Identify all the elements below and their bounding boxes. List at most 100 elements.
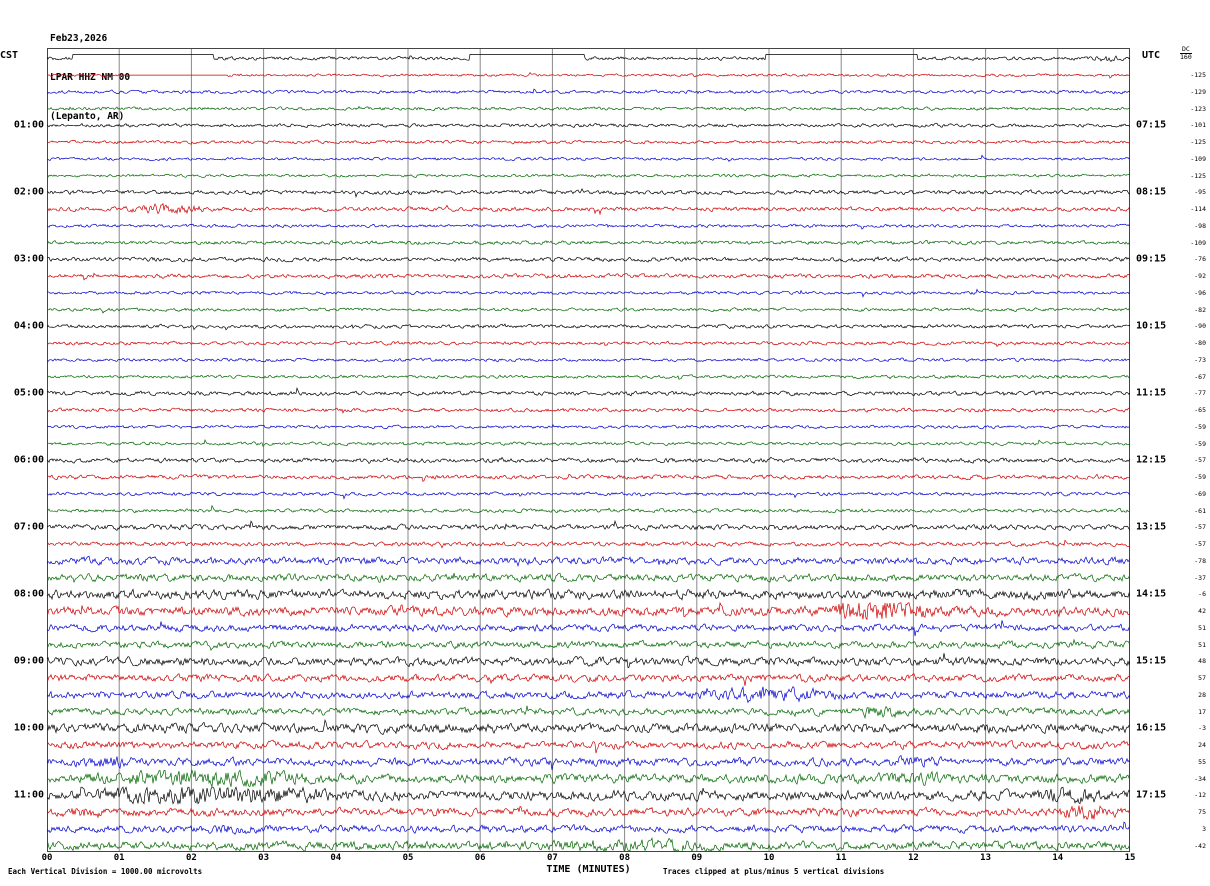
- dc-offset-value: -92: [1194, 272, 1206, 281]
- dc-offset-value: -34: [1194, 774, 1206, 783]
- dc-offset-value: -109: [1190, 238, 1206, 247]
- dc-column-header-line2: 160: [1180, 53, 1192, 61]
- dc-offset-value: -59: [1194, 439, 1206, 448]
- location-label: (Lepanto, AR): [50, 111, 125, 122]
- dc-offset-value: -95: [1194, 188, 1206, 197]
- utc-time-label: 12:15: [1136, 454, 1167, 466]
- seismic-trace-0330: [47, 288, 1130, 298]
- seismic-trace-0845: [47, 638, 1130, 652]
- seismic-trace-0630: [47, 491, 1130, 500]
- dc-offset-value: 3: [1202, 824, 1206, 833]
- seismic-trace-0645: [47, 504, 1130, 514]
- seismic-trace-0145: [47, 173, 1130, 178]
- dc-column-header: DC 160: [1180, 46, 1192, 61]
- dc-column-header-line1: DC: [1180, 45, 1192, 54]
- dc-offset-value: -42: [1194, 841, 1206, 850]
- cst-time-label: 06:00: [13, 454, 44, 466]
- dc-offset-value: 24: [1198, 741, 1206, 750]
- seismic-trace-0730: [47, 555, 1130, 568]
- x-axis-tick: 10: [763, 853, 775, 863]
- dc-offset-value: -125: [1190, 71, 1206, 80]
- x-axis-tick: 14: [1052, 853, 1064, 863]
- dc-offset-value: 75: [1198, 808, 1206, 817]
- utc-time-label: 11:15: [1136, 387, 1167, 399]
- seismic-trace-0800: [47, 588, 1130, 601]
- dc-offset-value: -77: [1194, 389, 1206, 398]
- dc-offset-value: 57: [1198, 674, 1206, 683]
- seismic-trace-0000: [47, 54, 1130, 63]
- dc-offset-value: -82: [1194, 305, 1206, 314]
- seismic-trace-0830: [47, 620, 1130, 637]
- dc-offset-value: -101: [1190, 121, 1206, 130]
- seismic-trace-0945: [47, 705, 1130, 720]
- x-axis-tick: 08: [619, 853, 631, 863]
- seismic-trace-0230: [47, 223, 1130, 230]
- seismic-trace-0615: [47, 473, 1130, 483]
- x-axis-tick: 01: [113, 853, 125, 863]
- dc-offset-value: -125: [1190, 171, 1206, 180]
- seismic-trace-0700: [47, 519, 1130, 531]
- x-axis-tick: 12: [907, 853, 919, 863]
- cst-time-label: 03:00: [13, 253, 44, 265]
- x-axis-tick: 03: [258, 853, 270, 863]
- seismic-trace-1030: [47, 755, 1130, 771]
- seismic-trace-0815: [47, 601, 1130, 621]
- seismic-trace-0215: [47, 202, 1130, 216]
- seismic-trace-1000: [47, 718, 1130, 735]
- cst-time-label: 05:00: [13, 387, 44, 399]
- dc-offset-value: -61: [1194, 506, 1206, 515]
- x-axis-tick: 13: [980, 853, 992, 863]
- dc-offset-value: -6: [1198, 590, 1206, 599]
- dc-offset-value: -57: [1194, 456, 1206, 465]
- seismic-trace-1045: [47, 769, 1130, 788]
- dc-offset-value: -59: [1194, 422, 1206, 431]
- cst-time-label: 04:00: [13, 320, 44, 332]
- seismic-trace-0400: [47, 323, 1130, 331]
- utc-time-label: 08:15: [1136, 186, 1167, 198]
- seismic-trace-1115: [47, 805, 1130, 821]
- seismic-trace-0915: [47, 673, 1130, 686]
- seismic-trace-0245: [47, 240, 1130, 246]
- dc-offset-value: 17: [1198, 707, 1206, 716]
- utc-time-label: 16:15: [1136, 722, 1167, 734]
- cst-time-label: 09:00: [13, 655, 44, 667]
- utc-time-label: 15:15: [1136, 655, 1167, 667]
- x-axis-tick: 02: [185, 853, 197, 863]
- seismic-trace-0200: [47, 188, 1130, 199]
- seismic-trace-0415: [47, 340, 1130, 348]
- cst-time-label: 02:00: [13, 186, 44, 198]
- dc-offset-value: -76: [1194, 255, 1206, 264]
- utc-time-label: 13:15: [1136, 521, 1167, 533]
- dc-offset-value: -65: [1194, 406, 1206, 415]
- cst-time-label: 10:00: [13, 722, 44, 734]
- dc-offset-value: 42: [1198, 607, 1206, 616]
- dc-offset-value: -57: [1194, 540, 1206, 549]
- utc-time-label: 14:15: [1136, 588, 1167, 600]
- dc-offset-value: -73: [1194, 355, 1206, 364]
- dc-offset-value: -57: [1194, 523, 1206, 532]
- seismic-trace-0600: [47, 456, 1130, 465]
- footer-scale-note: Each Vertical Division = 1000.00 microvo…: [8, 867, 203, 876]
- seismic-trace-0100: [47, 122, 1130, 128]
- dc-offset-value: 28: [1198, 690, 1206, 699]
- x-axis-tick: 09: [691, 853, 703, 863]
- seismic-trace-0515: [47, 407, 1130, 414]
- dc-offset-value: 51: [1198, 640, 1206, 649]
- seismic-trace-0445: [47, 374, 1130, 380]
- utc-time-label: 10:15: [1136, 320, 1167, 332]
- dc-offset-value: -67: [1194, 372, 1206, 381]
- seismic-trace-0715: [47, 539, 1130, 549]
- x-axis-tick: 00: [41, 853, 53, 863]
- seismic-trace-1130: [47, 821, 1130, 835]
- cst-time-label: 07:00: [13, 521, 44, 533]
- x-axis-tick: 07: [546, 853, 558, 863]
- dc-offset-value: 55: [1198, 757, 1206, 766]
- x-axis-tick: 06: [474, 853, 486, 863]
- cst-time-label: 11:00: [13, 789, 44, 801]
- x-axis-tick: 15: [1124, 853, 1136, 863]
- date-label: Feb23,2026: [50, 33, 108, 44]
- seismic-trace-0430: [47, 357, 1130, 363]
- dc-offset-value: 51: [1198, 623, 1206, 632]
- seismic-trace-0115: [47, 139, 1130, 145]
- dc-offset-value: -98: [1194, 221, 1206, 230]
